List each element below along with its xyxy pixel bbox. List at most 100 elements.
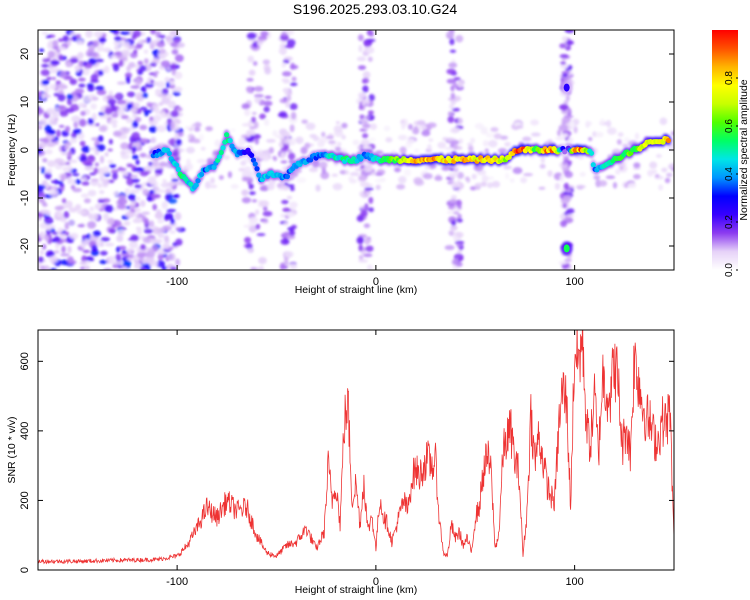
spectrogram-noise-cell <box>598 180 608 187</box>
spectrogram-noise-cell <box>52 111 60 119</box>
spectrogram-noise-cell <box>365 245 374 252</box>
spectrogram-noise-cell <box>563 182 570 190</box>
spectrogram-noise-cell <box>146 102 152 108</box>
spectrogram-noise-cell <box>456 243 462 248</box>
spectrogram-noise-cell <box>155 88 163 93</box>
spectrogram-noise-cell <box>41 63 50 68</box>
spectrogram-noise-cell <box>75 34 81 39</box>
spectrogram-noise-cell <box>289 30 295 36</box>
spectrogram-noise-cell <box>196 159 207 164</box>
spectrogram-noise-cell <box>561 117 572 123</box>
spectrogram-noise-cell <box>442 137 449 141</box>
x-tick-label: 0 <box>373 276 379 288</box>
spectrogram-noise-cell <box>45 35 52 39</box>
spectrogram-noise-cell <box>84 166 95 171</box>
spectrogram-noise-cell <box>171 178 179 182</box>
spectrogram-noise-cell <box>464 176 470 181</box>
spectrogram-noise-cell <box>595 131 604 138</box>
spectrogram-noise-cell <box>78 77 86 82</box>
spectrogram-noise-cell <box>133 262 143 269</box>
spectrogram-noise-cell <box>325 135 334 139</box>
spectrogram-noise-cell <box>142 236 153 244</box>
spectrogram-noise-cell <box>109 30 118 33</box>
spectrogram-noise-cell <box>98 37 107 43</box>
spectrogram-noise-cell <box>167 198 178 204</box>
snr-background <box>38 330 674 570</box>
spectrogram-noise-cell <box>169 79 175 86</box>
spectrogram-noise-cell <box>210 177 215 184</box>
spectrogram-noise-cell <box>172 91 181 96</box>
spectrogram-noise-cell <box>104 107 113 115</box>
spectrogram-noise-cell <box>504 141 511 147</box>
spectrogram-noise-cell <box>633 162 641 169</box>
spectrogram-noise-cell <box>103 47 112 53</box>
spectrogram-noise-cell <box>512 167 523 175</box>
spectrogram-noise-cell <box>448 230 455 236</box>
spectrogram-noise-cell <box>349 171 360 177</box>
spectrogram-noise-cell <box>364 187 374 191</box>
spectrogram-noise-cell <box>585 122 592 126</box>
spectrogram-noise-cell <box>407 123 413 131</box>
spectrogram-ridge-cell <box>220 145 226 151</box>
spectrogram-noise-cell <box>72 173 80 177</box>
spectrogram-noise-cell <box>491 180 501 188</box>
spectrogram-noise-cell <box>561 166 569 171</box>
spectrogram-noise-cell <box>301 119 308 124</box>
spectrogram-noise-cell <box>91 244 98 252</box>
spectrogram-noise-cell <box>38 184 46 190</box>
spectrogram-noise-cell <box>42 158 48 163</box>
spectrogram-noise-cell <box>111 112 119 118</box>
spectrogram-noise-cell <box>156 41 166 48</box>
spectrogram-noise-cell <box>44 171 52 180</box>
spectrogram-noise-cell <box>358 44 363 53</box>
spectrogram-x-axis-label: Height of straight line (km) <box>295 284 418 296</box>
spectrogram-noise-cell <box>54 179 59 185</box>
spectrogram-noise-cell <box>295 136 304 145</box>
spectrogram-noise-cell <box>55 80 62 85</box>
spectrogram-ridge-cell <box>195 178 201 184</box>
spectrogram-noise-cell <box>289 230 296 236</box>
spectrogram-noise-cell <box>170 218 175 225</box>
spectrogram-noise-cell <box>61 198 67 204</box>
spectrogram-noise-cell <box>39 198 45 203</box>
spectrogram-noise-cell <box>62 35 69 42</box>
spectrogram-noise-cell <box>633 173 641 180</box>
spectrogram-noise-cell <box>247 248 253 252</box>
spectrogram-noise-cell <box>456 218 463 223</box>
spectrogram-noise-cell <box>455 231 464 238</box>
spectrogram-noise-cell <box>554 182 561 190</box>
spectrogram-noise-cell <box>612 182 618 189</box>
spectrogram-noise-cell <box>156 209 162 215</box>
spectrogram-noise-cell <box>79 261 87 266</box>
spectrogram-noise-cell <box>113 94 122 99</box>
spectrogram-noise-cell <box>334 146 342 152</box>
spectrogram-noise-cell <box>125 248 134 253</box>
spectrogram-noise-cell <box>246 86 253 94</box>
spectrogram-noise-cell <box>163 235 170 243</box>
spectrogram-noise-cell <box>72 128 82 135</box>
spectrogram-noise-cell <box>129 189 140 194</box>
spectrogram-noise-cell <box>191 123 196 128</box>
spectrogram-noise-cell <box>40 69 51 77</box>
spectrogram-noise-cell <box>357 65 367 71</box>
spectrogram-noise-cell <box>455 261 463 267</box>
spectrogram-noise-cell <box>289 103 298 111</box>
spectrogram-noise-cell <box>42 243 47 250</box>
spectrogram-noise-cell <box>122 41 131 49</box>
spectrogram-noise-cell <box>47 50 55 59</box>
spectrogram-ridge-cell <box>227 138 233 144</box>
spectrogram-noise-cell <box>291 224 297 230</box>
spectrogram-noise-cell <box>341 122 348 129</box>
spectrogram-noise-cell <box>427 144 432 152</box>
spectrogram-noise-cell <box>73 120 79 129</box>
spectrogram-noise-cell <box>257 35 268 41</box>
spectrogram-noise-cell <box>455 199 462 208</box>
spectrogram-noise-cell <box>441 165 451 171</box>
spectrogram-noise-cell <box>149 62 157 67</box>
spectrogram-noise-cell <box>258 256 267 265</box>
spectrogram-noise-cell <box>121 250 127 254</box>
spectrogram-noise-cell <box>246 242 253 250</box>
spectrogram-noise-cell <box>241 189 249 197</box>
spectrogram-noise-cell <box>561 121 567 125</box>
spectrogram-noise-cell <box>282 139 291 145</box>
